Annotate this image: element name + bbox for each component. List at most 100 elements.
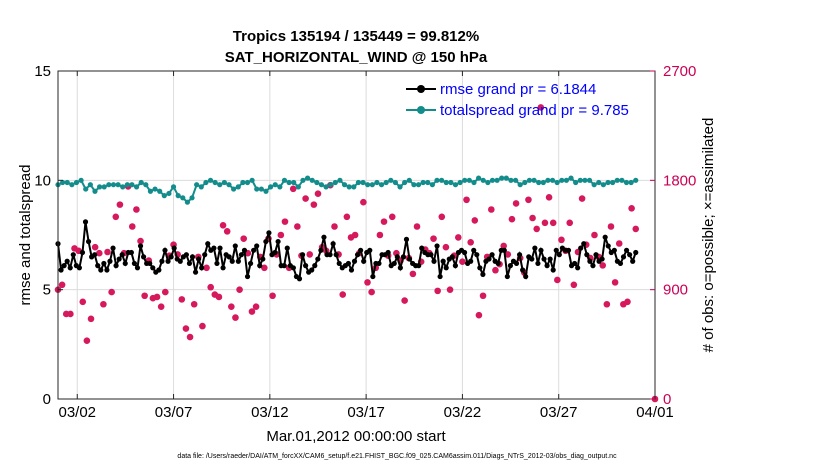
- rmse-point-68: [263, 238, 269, 245]
- spread-point-30: [194, 182, 200, 188]
- obs-point-55: [281, 218, 289, 225]
- spread-point-121: [614, 177, 620, 183]
- rmse-point-43: [186, 260, 193, 267]
- obs-point-109: [504, 251, 512, 258]
- spread-point-31: [198, 184, 204, 190]
- spread-point-10: [101, 184, 107, 190]
- obs-point-84: [401, 297, 408, 304]
- y-axis-label: rmse and totalspread: [17, 165, 34, 306]
- rmse-point-151: [516, 252, 523, 258]
- footer-data-file: data file: /Users/raeder/DAI/ATM_forcXX/…: [177, 453, 617, 460]
- spread-point-119: [605, 179, 611, 186]
- spread-point-34: [212, 179, 218, 186]
- legend-label-rmse: rmse grand pr = 6.1844: [440, 81, 596, 98]
- legend: rmse grand pr = 6.1844 totalspread grand…: [406, 81, 629, 119]
- rmse-point-180: [605, 243, 611, 249]
- y-axis-left: 0 5 10 15: [34, 63, 63, 408]
- obs-point-45: [240, 235, 248, 242]
- y2-tick-label-1: 900: [663, 282, 688, 299]
- x-tick-label-5: 03/27: [540, 404, 578, 421]
- spread-point-67: [365, 182, 371, 188]
- obs-point-110: [508, 215, 516, 223]
- spread-point-39: [235, 184, 241, 190]
- rmse-point-189: [633, 249, 639, 256]
- spread-point-100: [517, 182, 523, 188]
- spread-point-24: [166, 190, 172, 197]
- rmse-point-172: [581, 241, 587, 247]
- rmse-point-91: [333, 252, 339, 258]
- spread-point-16: [129, 182, 135, 188]
- spread-point-29: [189, 195, 195, 201]
- spread-point-60: [332, 179, 338, 186]
- rmse-point-159: [541, 256, 547, 262]
- x-tick-label-6: 04/01: [636, 404, 674, 421]
- obs-point-91: [430, 235, 437, 242]
- rmse-point-114: [403, 236, 410, 242]
- chart-subtitle: SAT_HORIZONTAL_WIND @ 150 hPa: [225, 49, 488, 66]
- spread-point-122: [619, 177, 625, 183]
- rmse-point-170: [575, 265, 581, 271]
- rmse-point-33: [156, 267, 162, 273]
- spread-point-85: [448, 179, 454, 186]
- x-axis-label: Mar.01,2012 00:00:00 start: [266, 428, 446, 445]
- obs-markers: [54, 104, 659, 403]
- y2-tick-label-3: 2700: [663, 63, 696, 80]
- rmse-point-71: [272, 249, 278, 256]
- spread-point-36: [221, 179, 227, 186]
- obs-point-72: [351, 231, 359, 239]
- rmse-point-15: [101, 260, 107, 267]
- rmse-point-38: [171, 245, 177, 251]
- spread-point-49: [281, 177, 288, 183]
- rmse-point-147: [504, 273, 510, 280]
- rmse-point-67: [260, 256, 266, 262]
- obs-point-9: [91, 243, 99, 251]
- obs-point-41: [223, 228, 231, 235]
- spread-point-107: [549, 177, 556, 183]
- obs-point-60: [302, 195, 309, 202]
- obs-point-1: [58, 281, 66, 289]
- rmse-point-27: [137, 243, 144, 249]
- obs-point-81: [388, 213, 396, 221]
- rmse-point-157: [535, 260, 541, 267]
- obs-point-116: [533, 225, 541, 233]
- obs-point-12: [104, 248, 111, 256]
- rmse-point-112: [397, 265, 403, 271]
- rmse-point-86: [318, 247, 324, 253]
- spread-point-76: [406, 177, 412, 183]
- spread-point-116: [591, 182, 597, 188]
- obs-point-18: [128, 223, 136, 230]
- spread-point-44: [258, 186, 264, 192]
- obs-point-31: [182, 325, 190, 332]
- rmse-point-135: [468, 258, 474, 264]
- spread-point-74: [397, 184, 403, 190]
- spread-point-57: [318, 182, 325, 188]
- spread-point-50: [286, 179, 292, 186]
- spread-point-27: [180, 195, 186, 201]
- series-lines: [55, 175, 639, 282]
- obs-point-105: [488, 206, 495, 213]
- rmse-point-142: [489, 252, 495, 258]
- spread-point-48: [277, 184, 283, 190]
- rmse-point-45: [192, 269, 199, 275]
- obs-point-76: [368, 288, 375, 296]
- rmse-point-72: [275, 238, 281, 245]
- obs-point-87: [413, 223, 421, 230]
- rmse-point-61: [241, 247, 248, 253]
- obs-point-63: [314, 190, 322, 197]
- spread-point-69: [374, 179, 380, 186]
- obs-point-102: [475, 311, 483, 319]
- spread-point-103: [531, 177, 537, 183]
- spread-point-53: [300, 177, 306, 183]
- obs-point-94: [442, 243, 450, 251]
- spread-point-19: [143, 182, 149, 188]
- obs-point-92: [434, 287, 441, 295]
- rmse-point-167: [565, 247, 572, 253]
- rmse-point-118: [416, 263, 422, 269]
- obs-point-36: [203, 264, 210, 272]
- spread-point-56: [314, 179, 320, 186]
- rmse-point-30: [147, 260, 153, 267]
- spread-point-95: [494, 177, 500, 183]
- spread-point-38: [231, 186, 237, 192]
- spread-point-51: [291, 179, 297, 186]
- spread-point-70: [378, 182, 385, 188]
